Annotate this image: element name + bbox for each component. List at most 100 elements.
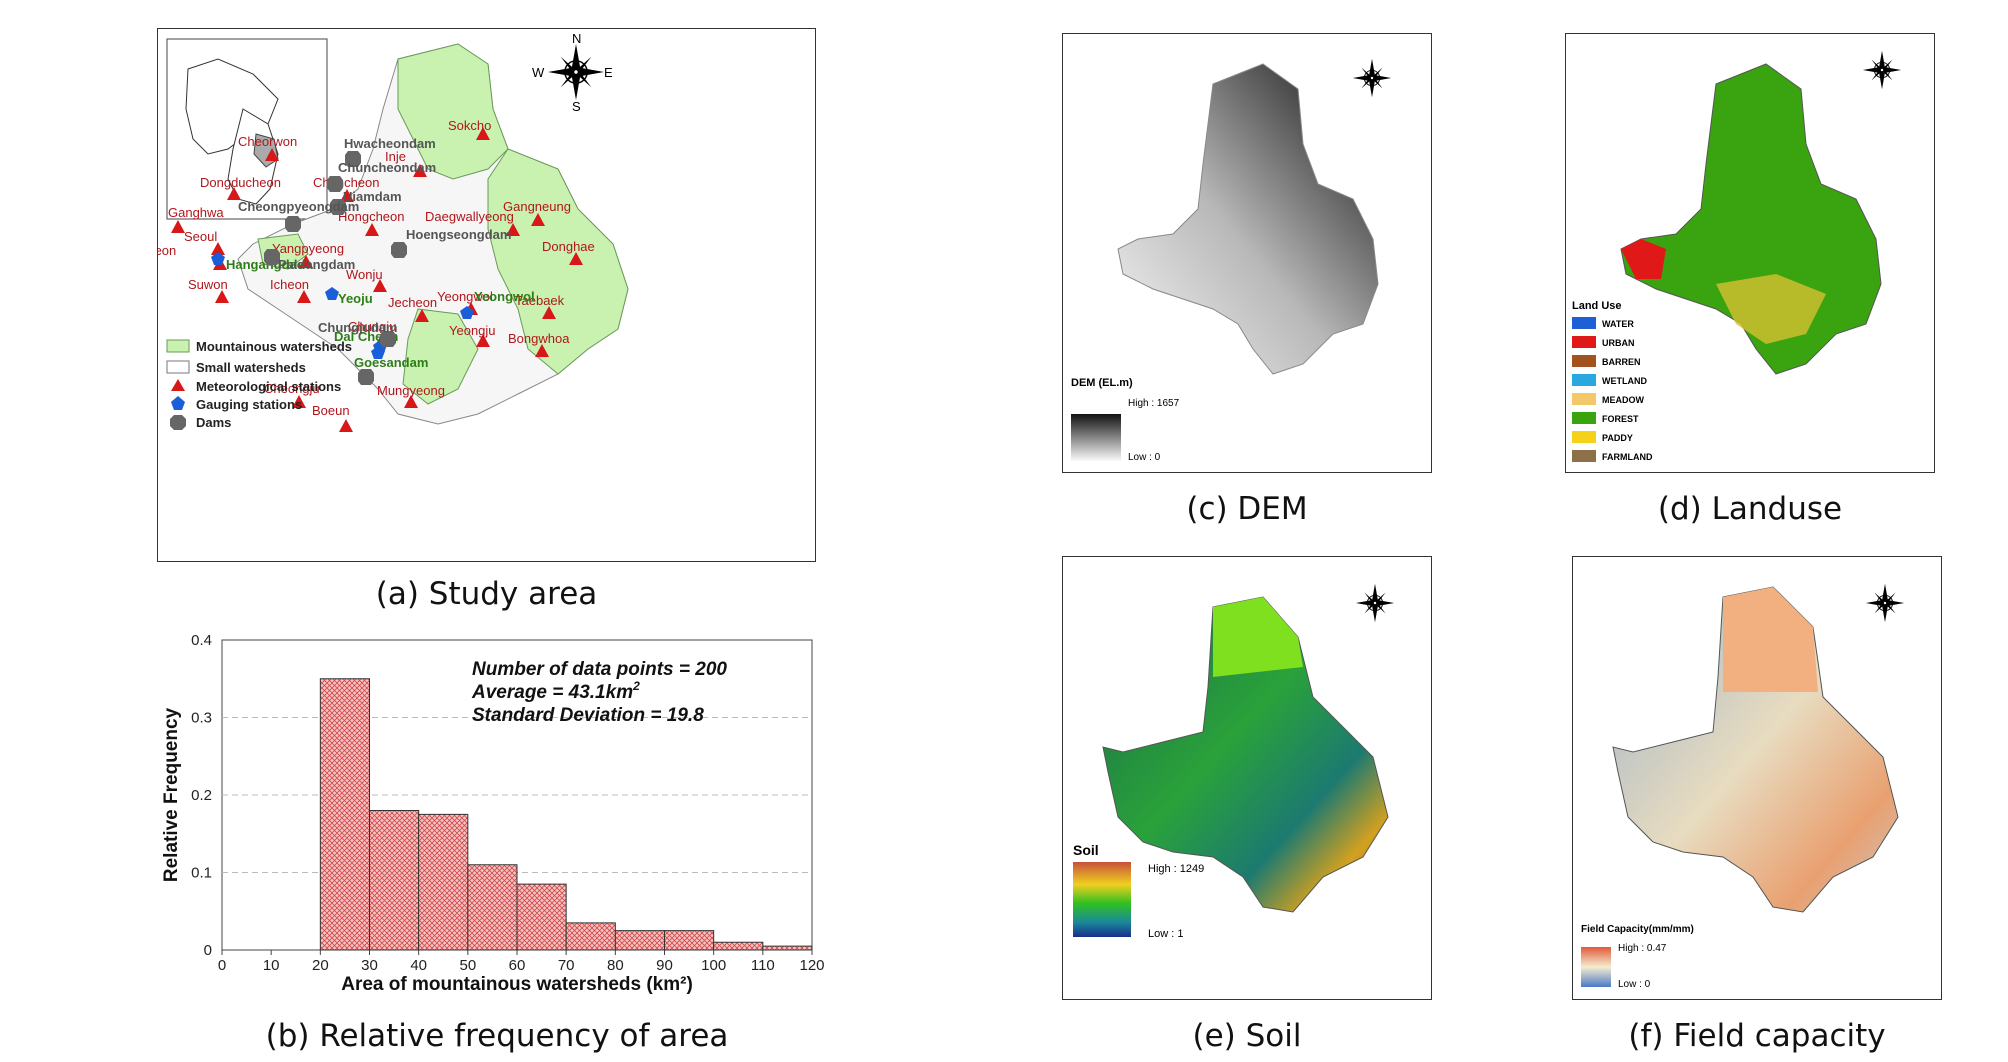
meteo-station-icon	[292, 395, 306, 408]
meteo-station-label: Sokcho	[448, 118, 491, 133]
field-capacity-raster	[1612, 586, 1899, 913]
histogram-bar	[319, 678, 370, 951]
caption-f: (f) Field capacity	[1628, 1018, 1886, 1054]
landuse-legend-swatch	[1572, 374, 1596, 386]
landuse-legend-swatch	[1572, 412, 1596, 424]
study-area-legend: Mountainous watersheds Small watersheds …	[166, 339, 352, 430]
gauging-station-icon	[371, 346, 385, 359]
x-tick-label: 120	[799, 957, 824, 974]
histogram-bar	[418, 813, 469, 951]
legend-mountainous-label: Mountainous watersheds	[196, 339, 352, 354]
landuse-legend-swatch	[1572, 431, 1596, 443]
x-tick-label: 20	[312, 957, 329, 974]
field-capacity-legend-low: Low : 0	[1618, 979, 1651, 990]
legend-pentagon-icon	[171, 396, 185, 410]
landuse-legend-swatch	[1572, 317, 1596, 329]
x-axis-label: Area of mountainous watersheds (km²)	[341, 974, 693, 995]
histogram-bar	[762, 945, 813, 951]
caption-c: (c) DEM	[1186, 491, 1308, 527]
meteo-station-label: Cheongju	[264, 381, 320, 396]
x-tick-label: 100	[701, 957, 726, 974]
dam-icon	[380, 331, 396, 347]
soil-legend-ramp	[1073, 862, 1131, 937]
chart-annotation: Standard Deviation = 19.8	[472, 705, 704, 726]
chart-annotation: Average = 43.1km2	[471, 679, 640, 703]
map-stations-layer: Sokcho Cheorwon Inje Dongducheon Chuncheon Ga…	[158, 118, 595, 432]
x-tick-label: 90	[656, 957, 673, 974]
meteo-station-icon	[265, 148, 279, 161]
meteo-station-icon	[373, 279, 387, 292]
dam-label: Cheongpyeongdam	[238, 199, 359, 214]
dem-legend-high: High : 1657	[1128, 398, 1180, 409]
landuse-legend-label: FARMLAND	[1602, 452, 1653, 462]
soil-legend-title: Soil	[1073, 842, 1099, 858]
soil-raster	[1102, 596, 1389, 913]
landuse-urban-patch	[1621, 239, 1666, 279]
soil-svg: Soil High : 1249 Low : 1	[1073, 583, 1395, 940]
caption-d: (d) Landuse	[1657, 491, 1843, 527]
histogram-bar	[516, 883, 567, 951]
landuse-legend-swatch	[1572, 393, 1596, 405]
meteo-station-label: Chungju	[348, 319, 396, 334]
meteo-station-icon	[476, 127, 490, 140]
histogram-chart: 0 0.1 0.2 0.3 0.4 0 10 20 30 40 50 60 70 80 90 100 110 12…	[157, 628, 837, 1014]
x-tick-label: 50	[459, 957, 476, 974]
dem-legend-title: DEM (EL.m)	[1071, 377, 1133, 389]
meteo-station-label: Cheorwon	[238, 134, 297, 149]
meteo-station-icon	[340, 189, 354, 202]
histogram-bar	[369, 810, 420, 951]
meteo-station-label: Jecheon	[388, 295, 437, 310]
dam-label: Chuncheondam	[338, 160, 436, 175]
meteo-station-icon	[531, 213, 545, 226]
landuse-map: Land Use WATER URBAN BARREN WETLAND MEADOW FO…	[1565, 33, 1935, 473]
meteo-station-label: Suwon	[188, 277, 228, 292]
caption-e: (e) Soil	[1192, 1018, 1302, 1054]
dam-label: Paldangdam	[278, 257, 355, 272]
dam-label: Hwacheondam	[344, 136, 436, 151]
meteo-station-label: Yangpyeong	[272, 241, 344, 256]
dam-icon	[330, 199, 346, 215]
meteo-station-label: Taebaek	[515, 293, 565, 308]
dem-legend-low: Low : 0	[1128, 452, 1161, 463]
meteo-station-label: Donghae	[542, 239, 595, 254]
dem-map: DEM (EL.m) High : 1657 Low : 0	[1062, 33, 1432, 473]
field-capacity-map: Field Capacity(mm/mm) High : 0.47 Low : …	[1572, 556, 1942, 1000]
legend-dams-label: Dams	[196, 415, 231, 430]
meteo-station-label: Incheon	[158, 243, 176, 258]
meteo-station-icon	[506, 223, 520, 236]
meteo-station-icon	[413, 164, 427, 177]
landuse-svg: Land Use WATER URBAN BARREN WETLAND MEADOW FO…	[1572, 50, 1902, 462]
dam-label: Uiamdam	[343, 189, 402, 204]
dam-icon	[391, 242, 407, 258]
gauging-station-label: Yeongwol	[474, 289, 535, 304]
meteo-station-icon	[404, 395, 418, 408]
landuse-legend-label: MEADOW	[1602, 395, 1644, 405]
x-tick-label: 80	[607, 957, 624, 974]
meteo-station-icon	[215, 290, 229, 303]
x-tick-label: 30	[361, 957, 378, 974]
meteo-station-label: Inje	[385, 149, 406, 164]
dam-icon	[358, 369, 374, 385]
histogram-bar	[565, 922, 616, 951]
compass-w: W	[532, 65, 545, 80]
legend-dam-icon	[170, 415, 186, 430]
legend-gauging-label: Gauging stations	[196, 397, 302, 412]
meteo-station-icon	[535, 344, 549, 357]
soil-compass-icon	[1355, 583, 1395, 623]
y-tick-label: 0.1	[191, 865, 212, 882]
x-tick-label: 0	[218, 957, 226, 974]
meteo-station-label: Bongwhoa	[508, 331, 570, 346]
meteo-station-label: Icheon	[270, 277, 309, 292]
histogram-bar	[713, 941, 764, 951]
study-area-svg: N S E W Sokcho Cheorwon Inje Dongducheon Chu…	[158, 31, 629, 432]
landuse-legend-title: Land Use	[1572, 300, 1622, 312]
gauging-station-label: Yeoju	[338, 291, 373, 306]
histogram-bar	[467, 864, 518, 951]
landuse-legend-label: WATER	[1602, 319, 1634, 329]
meteo-station-icon	[365, 223, 379, 236]
compass-s: S	[572, 99, 581, 114]
mountainous-watersheds-east	[487, 148, 629, 375]
landuse-legend-swatch	[1572, 450, 1596, 462]
landuse-legend-label: BARREN	[1602, 357, 1641, 367]
legend-small-label: Small watersheds	[196, 360, 306, 375]
